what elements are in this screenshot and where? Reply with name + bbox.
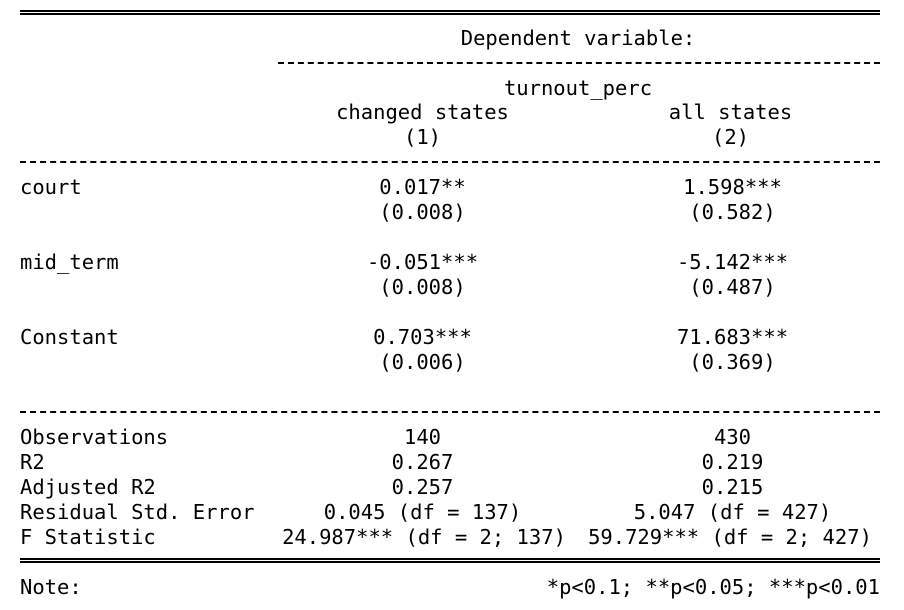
dependent-variable-name: turnout_perc	[503, 76, 653, 100]
stat-label-r2: R2	[20, 450, 45, 474]
residual-std-error-col2: 5.047 (df = 427)	[633, 500, 832, 524]
residual-std-error-col1: 0.045 (df = 137)	[323, 500, 522, 524]
constant-se-col2: (0.369)	[689, 350, 776, 374]
note-text: *p<0.1; **p<0.05; ***p<0.01	[546, 575, 880, 599]
column-1-name: changed states	[336, 100, 509, 124]
bottom-double-rule	[20, 558, 880, 563]
court-coef-col2: 1.598***	[683, 175, 782, 199]
f-statistic-col2: 59.729*** (df = 2; 427)	[588, 525, 872, 549]
r2-col2: 0.219	[701, 450, 764, 474]
adjusted-r2-col2: 0.215	[701, 475, 764, 499]
column-2-name: all states	[668, 100, 793, 124]
row-label-court: court	[20, 175, 82, 199]
row-label-mid-term: mid_term	[20, 250, 119, 274]
regression-table: Dependent variable: turnout_perc changed…	[20, 0, 880, 610]
constant-se-col1: (0.006)	[379, 350, 466, 374]
note-label: Note:	[20, 575, 82, 599]
stats-dashed-rule	[20, 411, 880, 413]
stat-label-observations: Observations	[20, 425, 169, 449]
top-double-rule	[20, 10, 880, 15]
adjusted-r2-col1: 0.257	[391, 475, 454, 499]
observations-col2: 430	[713, 425, 752, 449]
mid-term-coef-col1: -0.051***	[366, 250, 479, 274]
stat-label-residual-std-error: Residual Std. Error	[20, 500, 255, 524]
body-top-dashed-rule	[20, 161, 880, 163]
observations-col1: 140	[403, 425, 442, 449]
constant-coef-col2: 71.683***	[676, 325, 789, 349]
court-coef-col1: 0.017**	[379, 175, 466, 199]
column-1-number: (1)	[403, 125, 442, 149]
court-se-col2: (0.582)	[689, 200, 776, 224]
header-dashed-rule	[278, 62, 880, 64]
mid-term-se-col2: (0.487)	[689, 275, 776, 299]
court-se-col1: (0.008)	[379, 200, 466, 224]
mid-term-se-col1: (0.008)	[379, 275, 466, 299]
row-label-constant: Constant	[20, 325, 119, 349]
mid-term-coef-col2: -5.142***	[676, 250, 789, 274]
constant-coef-col1: 0.703***	[373, 325, 472, 349]
r2-col1: 0.267	[391, 450, 454, 474]
stat-label-adjusted-r2: Adjusted R2	[20, 475, 156, 499]
dependent-variable-label: Dependent variable:	[460, 26, 696, 50]
f-statistic-col1: 24.987*** (df = 2; 137)	[282, 525, 566, 549]
stat-label-f-statistic: F Statistic	[20, 525, 156, 549]
column-2-number: (2)	[711, 125, 750, 149]
